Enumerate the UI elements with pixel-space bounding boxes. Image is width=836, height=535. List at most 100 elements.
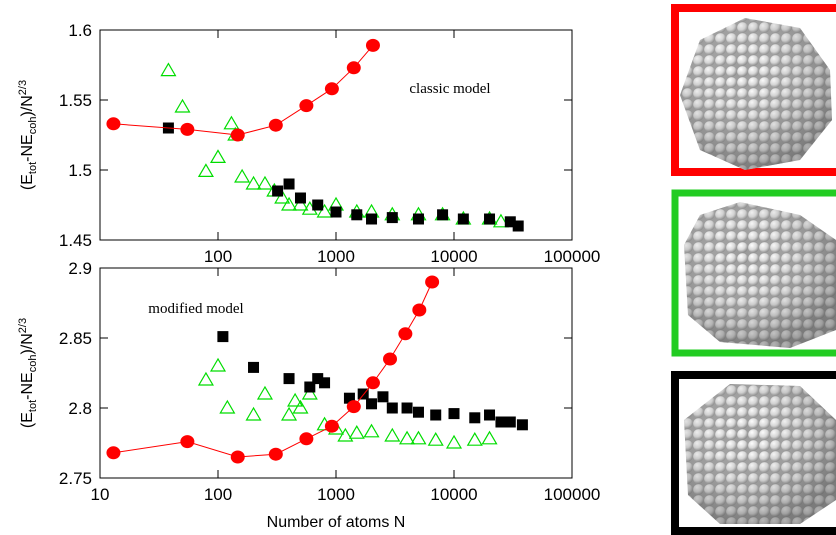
y-tick-label: 1.6 [68,21,92,40]
y-tick-label: 1.5 [68,161,92,180]
point [283,373,295,385]
black-frame [671,371,836,535]
x-tick-label: 10 [91,485,110,504]
point [280,406,298,421]
point [412,303,427,317]
y-axis-label-part: )/N [19,333,36,354]
point [365,376,380,390]
point [351,209,363,221]
point [516,419,528,431]
point [217,331,229,343]
point [484,213,496,225]
y-tick-label: 1.45 [59,231,92,250]
point [230,128,245,142]
point [106,446,121,460]
point [283,178,295,190]
y-tick-label: 2.85 [59,329,92,348]
point [256,175,274,190]
point [427,432,444,446]
point [287,392,304,407]
point [209,149,227,163]
point [301,385,318,400]
point [383,352,398,366]
point [106,117,121,131]
y-axis-label-part: coh [27,117,39,135]
x-tick-label: 100000 [544,247,601,266]
decahedron [684,202,836,348]
series-group [106,275,528,464]
point [292,196,309,211]
point [223,115,240,130]
x-axis-label: Number of atoms N [267,514,406,531]
point [272,185,284,197]
point [337,427,354,442]
x-tick-label: 10000 [430,485,477,504]
point [180,435,195,449]
point [504,416,516,428]
point [180,122,195,136]
point [268,118,283,132]
point [469,412,481,424]
annotation: modified model [148,301,243,317]
point [466,432,483,446]
point [357,388,369,400]
point [197,163,214,177]
y-axis-label-part: tot [27,162,39,174]
point [384,427,401,442]
point [366,213,378,225]
point [377,391,389,403]
point [294,192,306,204]
point [492,213,510,228]
y-axis-label-part: -NE [19,134,36,162]
point [398,327,413,341]
point [324,82,339,96]
point [174,98,191,113]
point [386,212,398,224]
point [343,392,355,404]
point [366,398,378,410]
point [412,406,424,418]
icosahedron [680,18,832,170]
point [160,62,177,77]
point [401,402,413,414]
point [484,409,496,421]
y-axis-label-part: coh [27,355,39,373]
cluster-images [671,4,836,535]
x-tick-label: 100 [204,485,232,504]
truncated-octahedron [684,384,836,524]
point [324,419,339,433]
point [412,213,424,225]
point [504,216,516,228]
point [457,213,469,225]
y-tick-label: 1.55 [59,91,92,110]
point [398,430,416,445]
y-axis-label-part: (E [19,174,36,190]
point [299,432,314,446]
x-tick-label: 100000 [544,485,601,504]
y-axis-label-part: 2/3 [17,318,29,333]
plot-frame [99,267,573,479]
point [292,399,309,414]
point [348,425,365,439]
green-frame [671,189,836,357]
point [495,416,507,428]
point [219,399,236,414]
point [256,385,274,400]
point [280,196,298,211]
point [245,175,262,190]
y-tick-label: 2.8 [68,399,92,418]
x-tick-label: 1000 [317,485,355,504]
point [319,377,331,389]
point [430,409,442,421]
point [437,209,449,221]
point [448,408,460,420]
point [386,402,398,414]
y-tick-label: 2.9 [68,259,92,278]
x-tick-label: 1000 [317,247,355,266]
point [248,361,260,373]
point [312,373,324,385]
point [481,430,498,445]
x-tick-label: 100 [204,247,232,266]
point [234,168,251,183]
